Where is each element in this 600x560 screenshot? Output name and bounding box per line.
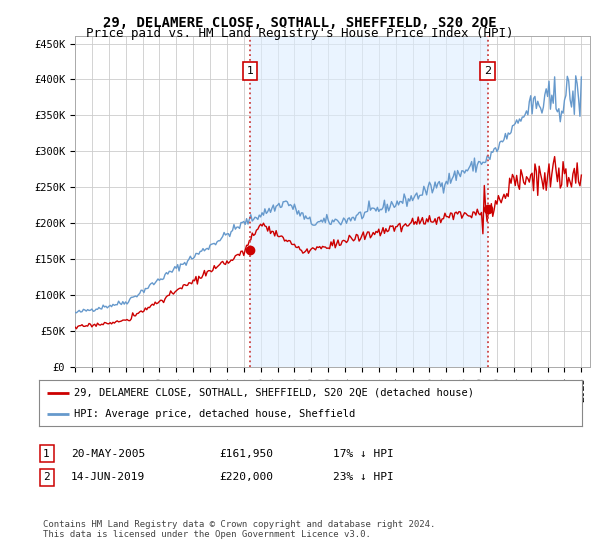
- Text: 2: 2: [43, 472, 50, 482]
- Text: 2: 2: [484, 66, 491, 76]
- Text: Contains HM Land Registry data © Crown copyright and database right 2024.
This d: Contains HM Land Registry data © Crown c…: [43, 520, 436, 539]
- Bar: [250, 36, 488, 367]
- Text: HPI: Average price, detached house, Sheffield: HPI: Average price, detached house, Shef…: [74, 409, 356, 419]
- Text: 20-MAY-2005: 20-MAY-2005: [71, 449, 145, 459]
- Text: Price paid vs. HM Land Registry's House Price Index (HPI): Price paid vs. HM Land Registry's House …: [86, 27, 514, 40]
- Text: 1: 1: [43, 449, 50, 459]
- Text: £161,950: £161,950: [219, 449, 273, 459]
- Text: 23% ↓ HPI: 23% ↓ HPI: [333, 472, 394, 482]
- Text: 1: 1: [247, 66, 254, 76]
- Text: £220,000: £220,000: [219, 472, 273, 482]
- Text: 14-JUN-2019: 14-JUN-2019: [71, 472, 145, 482]
- Text: 29, DELAMERE CLOSE, SOTHALL, SHEFFIELD, S20 2QE (detached house): 29, DELAMERE CLOSE, SOTHALL, SHEFFIELD, …: [74, 388, 474, 398]
- Text: 29, DELAMERE CLOSE, SOTHALL, SHEFFIELD, S20 2QE: 29, DELAMERE CLOSE, SOTHALL, SHEFFIELD, …: [103, 16, 497, 30]
- Text: 17% ↓ HPI: 17% ↓ HPI: [333, 449, 394, 459]
